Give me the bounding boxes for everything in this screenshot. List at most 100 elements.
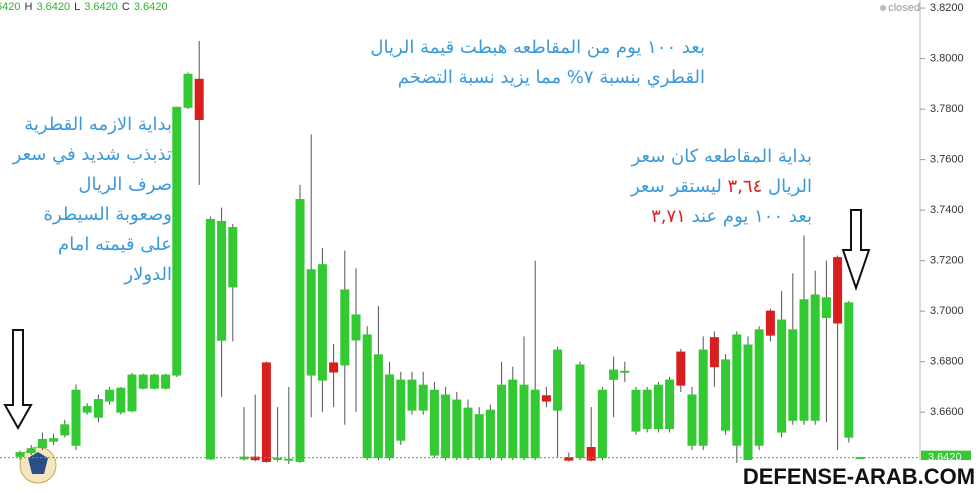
- candle-body: [194, 78, 204, 120]
- candle: [698, 336, 708, 451]
- annotation-text: ٣,٦٤: [727, 176, 763, 197]
- candle: [37, 432, 47, 451]
- candle-body: [172, 106, 182, 376]
- candle: [116, 386, 126, 415]
- annotation-line: على قيمته امام: [13, 230, 172, 260]
- status-dot: [880, 5, 886, 11]
- candle-body: [317, 264, 327, 381]
- annotation-line: بعد ١٠٠ يوم من المقاطعه هبطت قيمة الريال: [370, 33, 705, 63]
- candle-body: [777, 319, 787, 433]
- candle-body: [373, 354, 383, 459]
- candle-body: [429, 389, 439, 456]
- arrows: [3, 209, 871, 431]
- header-item: 3.6420: [133, 1, 168, 13]
- header-item: 6420: [0, 1, 21, 13]
- candle: [138, 373, 148, 390]
- candle-body: [653, 384, 663, 430]
- candle-body: [586, 447, 596, 461]
- candle: [653, 381, 663, 433]
- annotation-text: بداية الازمه القطرية: [24, 114, 172, 135]
- annotation-line: الدولار: [13, 260, 172, 290]
- candle: [205, 216, 215, 461]
- candle-body: [463, 407, 473, 459]
- candle: [183, 72, 193, 110]
- annotation-text: ليستقر سعر: [630, 176, 728, 197]
- candle-body: [407, 379, 417, 411]
- candle-body: [295, 199, 305, 462]
- candle: [82, 403, 92, 415]
- candle: [586, 407, 596, 462]
- candle-body: [844, 302, 854, 438]
- candle: [642, 386, 652, 433]
- candle: [463, 399, 473, 461]
- candle: [49, 433, 59, 446]
- candle-body: [351, 314, 361, 341]
- candle: [541, 386, 551, 408]
- candle: [810, 270, 820, 425]
- candle-body: [642, 389, 652, 430]
- candle-body: [474, 414, 484, 459]
- candle-body: [284, 458, 294, 461]
- candle: [597, 386, 607, 461]
- candle: [284, 386, 294, 464]
- annotation-line: بداية الازمه القطرية: [13, 110, 172, 140]
- candle-body: [273, 457, 283, 460]
- candle: [441, 386, 451, 461]
- candle: [306, 134, 316, 418]
- candle: [351, 268, 361, 413]
- annotation: بعد ١٠٠ يوم من المقاطعه هبطت قيمة الريال…: [370, 33, 705, 93]
- candle-body: [138, 374, 148, 389]
- candle-body: [508, 379, 518, 459]
- candle-body: [418, 384, 428, 411]
- logo: [19, 446, 57, 484]
- candle-body: [261, 362, 271, 462]
- candle-body: [810, 294, 820, 421]
- candle: [362, 326, 372, 461]
- candle-body: [620, 370, 630, 373]
- annotation-text: القطري بنسبة ٧% مما يزيد نسبة التضخم: [397, 67, 705, 88]
- candle: [777, 290, 787, 438]
- candle-body: [329, 362, 339, 373]
- candle: [821, 260, 831, 423]
- candle: [71, 384, 81, 451]
- candle-body: [60, 424, 70, 436]
- candle: [93, 394, 103, 423]
- candle-body: [452, 399, 462, 459]
- candle-body: [116, 387, 126, 413]
- candle-body: [833, 257, 843, 324]
- candle-body: [396, 379, 406, 441]
- candle: [340, 250, 350, 425]
- annotation-line: الريال ٣,٦٤ ليستقر سعر: [631, 172, 812, 202]
- annotation-text: تذبذب شديد في سعر: [12, 144, 172, 165]
- candle-body: [519, 384, 529, 459]
- candle-body: [26, 448, 36, 454]
- candle: [575, 361, 585, 461]
- candle: [564, 452, 574, 462]
- candle: [844, 301, 854, 443]
- candle: [60, 419, 70, 438]
- candle: [317, 248, 327, 413]
- annotation-text: بعد ١٠٠ يوم من المقاطعه هبطت قيمة الريال: [370, 37, 705, 58]
- candle: [385, 361, 395, 461]
- candle-body: [250, 456, 260, 461]
- candle-body: [665, 379, 675, 430]
- annotation-text: صرف الريال: [78, 174, 172, 195]
- candle: [609, 356, 619, 418]
- candle: [620, 361, 630, 382]
- candle-body: [553, 349, 563, 411]
- candle-body: [71, 389, 81, 446]
- annotation-text: الدولار: [124, 264, 172, 285]
- header-item: 3.6420: [84, 1, 118, 13]
- candle: [474, 407, 484, 461]
- candle-body: [37, 438, 47, 449]
- candle-body: [161, 374, 171, 389]
- candle-body: [149, 374, 159, 389]
- annotation-line: تذبذب شديد في سعر: [13, 140, 172, 170]
- candle: [261, 361, 271, 463]
- candle-body: [732, 334, 742, 446]
- candle-body: [183, 73, 193, 108]
- candle: [407, 371, 417, 415]
- candle: [765, 308, 775, 342]
- candle-body: [709, 337, 719, 368]
